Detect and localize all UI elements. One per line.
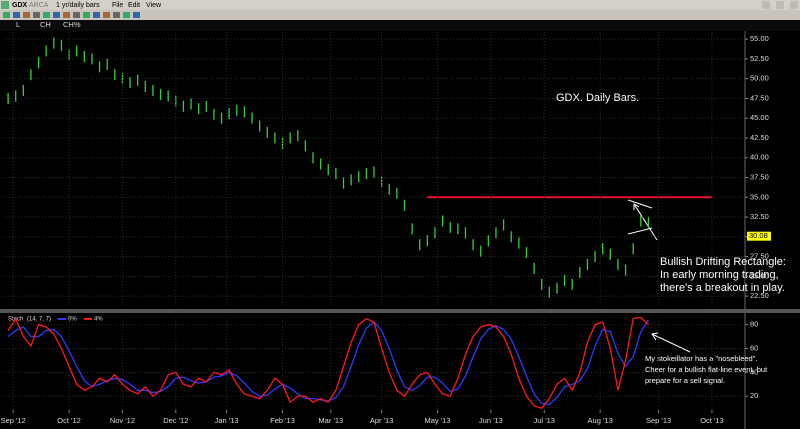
x-tick-label: Nov '12: [110, 416, 135, 425]
annotation: GDX. Daily Bars.: [556, 92, 639, 104]
x-tick-label: Sep '13: [646, 416, 671, 425]
x-tick-label: Apr '13: [370, 416, 394, 425]
tool-icon: [63, 12, 70, 18]
x-tick-label: Jul '13: [534, 416, 555, 425]
x-tick-label: Sep '12: [1, 416, 26, 425]
annotation: Cheer for a bullish flat-line event, but: [645, 365, 768, 374]
title-bar: [0, 0, 800, 10]
x-tick-label: Dec '12: [163, 416, 188, 425]
tool-icon: [133, 12, 140, 18]
y-tick-label: 40: [750, 367, 758, 376]
arrows: [627, 199, 691, 353]
indicator-line: [7, 316, 649, 409]
y-tick-label: 42.50: [750, 133, 769, 142]
arrow-head: [651, 332, 659, 341]
symbol[interactable]: GDX: [12, 2, 28, 9]
panel-splitter[interactable]: [0, 309, 800, 313]
field-change-pct: CH%: [63, 20, 81, 29]
y-tick-label: 45.00: [750, 113, 769, 122]
minimize[interactable]: [762, 1, 770, 9]
tool-icon: [123, 12, 130, 18]
annotation: My stokeillator has a "nosebleed".: [645, 354, 757, 363]
y-tick-label: 20: [750, 391, 758, 400]
field-change: CH: [40, 20, 51, 29]
y-tick-label: 27.50: [750, 252, 769, 261]
tool-icon: [33, 12, 40, 18]
x-tick-label: Aug '13: [588, 416, 613, 425]
y-tick-label: 35.00: [750, 192, 769, 201]
tool-icon: [93, 12, 100, 18]
last-price-label: 30.08: [749, 231, 768, 240]
y-tick-label: 47.50: [750, 93, 769, 102]
x-tick-label: Oct '12: [57, 416, 81, 425]
x-tick-label: Mar '13: [318, 416, 343, 425]
maximize[interactable]: [776, 1, 784, 9]
channel-line: [627, 199, 653, 209]
toolbar: [0, 10, 800, 20]
menu-edit[interactable]: Edit: [128, 2, 140, 9]
x-tick-label: May '13: [425, 416, 451, 425]
toolbar-icons: [3, 12, 140, 18]
arrow: [651, 333, 691, 353]
close[interactable]: [790, 1, 798, 9]
period[interactable]: 1 yr/daily bars: [56, 2, 100, 9]
tool-icon: [113, 12, 120, 18]
tool-icon: [13, 12, 20, 18]
legend-label: 4%: [94, 317, 103, 323]
y-tick-label: 55.00: [750, 34, 769, 43]
y-tick-label: 32.50: [750, 212, 769, 221]
tool-icon: [103, 12, 110, 18]
tool-icon: [3, 12, 10, 18]
window-controls: [762, 1, 798, 9]
tool-icon: [53, 12, 60, 18]
tool-icon: [43, 12, 50, 18]
arrow-head: [633, 203, 640, 210]
arrow: [633, 203, 658, 241]
tool-icon: [73, 12, 80, 18]
x-tick-label: Feb '13: [270, 416, 295, 425]
menu-view[interactable]: View: [146, 2, 162, 9]
y-tick-label: 40.00: [750, 153, 769, 162]
annotation: prepare for a sell signal.: [645, 376, 725, 385]
annotation: Bullish Drifting Rectangle:: [660, 256, 786, 268]
tool-icon: [83, 12, 90, 18]
y-tick-label: 37.50: [750, 172, 769, 181]
y-tick-label: 50.00: [750, 74, 769, 83]
x-tick-label: Oct '13: [700, 416, 724, 425]
channel-line: [627, 227, 653, 235]
y-tick-label: 60: [750, 343, 758, 352]
annotation: In early morning trading,: [660, 269, 779, 281]
y-tick-label: 52.50: [750, 54, 769, 63]
x-tick-label: Jun '13: [479, 416, 503, 425]
indicator-params: (14, 7, 7): [27, 317, 51, 323]
header-strip: [0, 20, 800, 31]
field-last: L: [16, 20, 20, 29]
tool-icon: [23, 12, 30, 18]
annotation: there's a breakout in play.: [660, 282, 785, 294]
last-price-marker: [747, 231, 771, 241]
app-icon: [1, 1, 9, 9]
y-tick-label: 22.50: [750, 291, 769, 300]
x-tick-label: Jan '13: [215, 416, 239, 425]
exchange: ARCA: [29, 2, 49, 9]
legend-label: 0%: [68, 317, 77, 323]
y-tick-label: 25.00: [750, 271, 769, 280]
menu-file[interactable]: File: [112, 2, 123, 9]
y-tick-label: 80: [750, 320, 758, 329]
